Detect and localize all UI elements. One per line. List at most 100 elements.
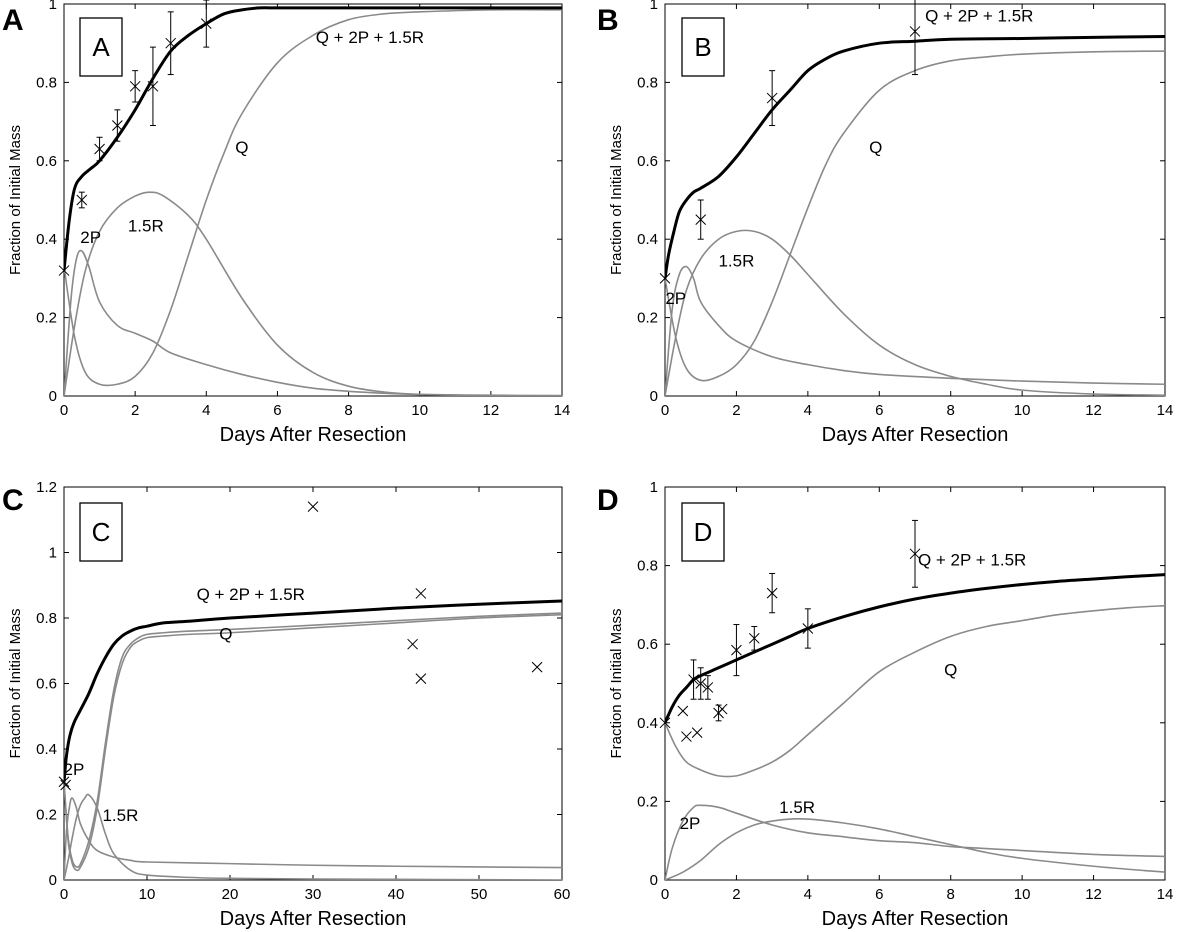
data-point xyxy=(702,675,714,700)
x-tick-label: 30 xyxy=(305,886,322,903)
data-point xyxy=(659,273,671,284)
x-tick-label: 2 xyxy=(131,402,139,419)
data-point xyxy=(748,626,760,651)
y-tick-label: 0.2 xyxy=(36,807,57,824)
plot-frame-c xyxy=(63,486,563,881)
x-marker xyxy=(307,501,319,513)
x-marker xyxy=(531,661,543,673)
x-marker xyxy=(695,678,707,689)
y-tick-label: 0.4 xyxy=(36,741,57,758)
curves-c xyxy=(64,599,562,880)
data-point xyxy=(677,705,689,717)
y-tick-label: 0.2 xyxy=(36,310,57,327)
y-tick-label: 1 xyxy=(650,0,658,13)
x-tick-label: 0 xyxy=(661,402,669,419)
series-line xyxy=(64,6,562,271)
x-tick-label: 4 xyxy=(804,402,812,419)
series-line xyxy=(64,613,562,872)
x-marker xyxy=(129,80,141,92)
data-point xyxy=(147,46,159,127)
y-tick-label: 0.2 xyxy=(637,310,658,327)
x-marker xyxy=(766,92,778,104)
series-line xyxy=(665,604,1165,778)
data-point xyxy=(695,667,707,700)
y-axis-label: Fraction of Initial Mass xyxy=(7,125,24,275)
y-tick-label: 0.4 xyxy=(637,231,658,248)
x-axis-label: Days After Resection xyxy=(220,908,407,930)
series-line xyxy=(64,793,562,880)
x-marker xyxy=(702,682,714,693)
x-tick-label: 0 xyxy=(60,402,68,419)
data-point xyxy=(688,659,699,700)
y-tick-label: 0.8 xyxy=(637,74,658,91)
data-point xyxy=(909,0,921,76)
x-marker xyxy=(60,779,72,791)
y-tick-label: 0.2 xyxy=(637,793,658,810)
panel-letter: B xyxy=(597,4,619,37)
panel-box xyxy=(681,502,725,562)
data-point xyxy=(307,501,319,513)
data-point xyxy=(129,70,141,103)
x-tick-label: 10 xyxy=(1014,886,1031,903)
curve-annotation: Q xyxy=(219,624,232,643)
data-point xyxy=(76,191,88,209)
y-tick-label: 0.8 xyxy=(36,610,57,627)
y-tick-label: 1 xyxy=(49,545,57,562)
data-point xyxy=(909,519,921,588)
x-tick-label: 10 xyxy=(411,402,428,419)
data-point xyxy=(200,0,212,48)
x-tick-label: 60 xyxy=(554,886,571,903)
x-tick-label: 6 xyxy=(273,402,281,419)
data-point xyxy=(94,136,105,162)
y-tick-label: 0.4 xyxy=(637,715,658,732)
curves-d xyxy=(665,573,1165,880)
y-tick-label: 0.8 xyxy=(36,74,57,91)
curve-annotation: 1.5R xyxy=(128,216,164,235)
y-tick-label: 0 xyxy=(650,388,658,405)
y-axis-label: Fraction of Initial Mass xyxy=(7,608,24,758)
series-line xyxy=(64,8,562,387)
x-tick-label: 12 xyxy=(483,402,500,419)
data-point xyxy=(766,70,778,127)
x-marker xyxy=(76,194,88,206)
y-tick-label: 0.6 xyxy=(637,636,658,653)
y-tick-label: 1 xyxy=(650,479,658,496)
curve-annotation: 1.5R xyxy=(718,252,754,271)
x-tick-label: 14 xyxy=(1157,886,1174,903)
series-line xyxy=(64,612,562,869)
data-point xyxy=(112,109,123,142)
x-marker xyxy=(147,80,159,92)
y-tick-label: 1.2 xyxy=(36,479,57,496)
y-tick-label: 1 xyxy=(49,0,57,13)
x-tick-label: 2 xyxy=(732,886,740,903)
series-line xyxy=(665,817,1165,880)
plot-frame-d xyxy=(664,486,1166,881)
x-marker xyxy=(112,120,123,131)
data-point xyxy=(766,572,778,614)
x-marker xyxy=(94,143,105,155)
panel-letter: C xyxy=(2,484,24,517)
series-line xyxy=(64,599,562,782)
x-axis-label: Days After Resection xyxy=(220,424,407,446)
x-tick-label: 0 xyxy=(661,886,669,903)
series-line xyxy=(64,249,562,396)
curve-annotation: 2P xyxy=(80,228,101,247)
curve-annotation: Q + 2P + 1.5R xyxy=(925,7,1033,26)
curve-annotation: Q xyxy=(944,661,957,680)
panel-box xyxy=(79,502,123,562)
data-point xyxy=(531,661,543,673)
series-line xyxy=(64,191,562,396)
x-marker xyxy=(415,673,427,684)
plot-frame-a xyxy=(63,3,563,397)
x-marker xyxy=(58,265,70,276)
x-marker xyxy=(659,273,671,284)
x-tick-label: 10 xyxy=(1014,402,1031,419)
panel-c: 0 10 20 30 40 50 60 0 0.2 0.4 0.6 0.8 1 1.2 Days After… xyxy=(2,479,570,930)
curve-annotation: Q + 2P + 1.5R xyxy=(316,28,424,47)
y-tick-label: 0.4 xyxy=(36,231,57,248)
x-marker xyxy=(731,644,742,656)
x-axis-label: Days After Resection xyxy=(822,424,1009,446)
series-line xyxy=(665,804,1165,880)
data-point xyxy=(695,199,707,240)
x-tick-label: 12 xyxy=(1085,402,1102,419)
